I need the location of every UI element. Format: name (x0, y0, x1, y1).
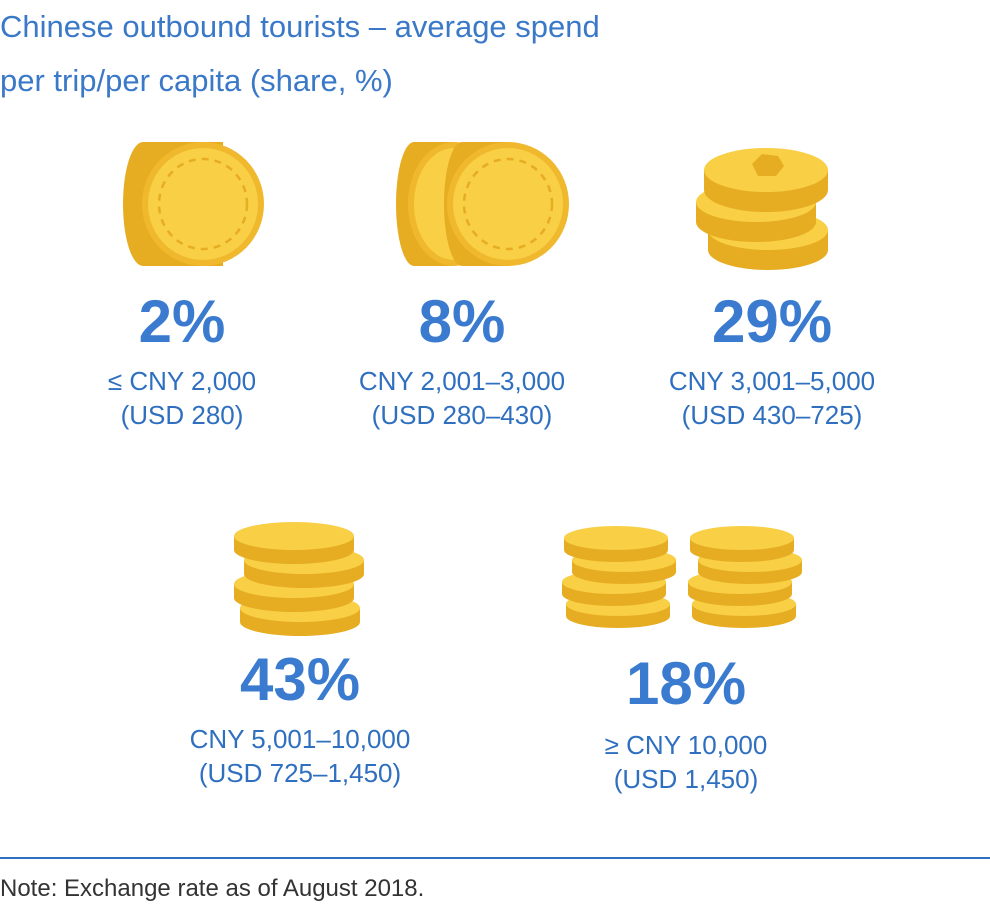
spend-range-label: CNY 5,001–10,000 (USD 725–1,450) (140, 722, 460, 790)
title-line-1: Chinese outbound tourists – average spen… (0, 9, 600, 44)
cny-range: CNY 3,001–5,000 (668, 366, 876, 396)
usd-range: (USD 1,450) (613, 764, 759, 794)
share-value: 18% (625, 650, 747, 717)
spend-range-label: CNY 2,001–3,000 (USD 280–430) (302, 364, 622, 432)
cny-range: ≥ CNY 10,000 (604, 730, 768, 760)
usd-range: (USD 430–725) (681, 400, 863, 430)
spend-item-5: 18% ≥ CNY 10,000 (USD 1,450) (526, 508, 846, 808)
two-coin-stacks-icon (562, 526, 802, 628)
cny-range: ≤ CNY 2,000 (107, 366, 257, 396)
spend-range-label: ≥ CNY 10,000 (USD 1,450) (526, 728, 846, 796)
three-coin-stack-icon (696, 148, 828, 270)
share-value: 43% (239, 646, 361, 713)
share-value: 29% (711, 288, 833, 355)
spend-range-label: CNY 3,001–5,000 (USD 430–725) (612, 364, 932, 432)
four-coin-stack-icon (234, 522, 364, 636)
two-coins-icon (396, 142, 569, 266)
spend-item-2: 8% CNY 2,001–3,000 (USD 280–430) (302, 130, 622, 450)
usd-range: (USD 280–430) (371, 400, 553, 430)
title-line-2: per trip/per capita (share, %) (0, 63, 393, 98)
share-value: 2% (138, 288, 226, 355)
spend-range-label: ≤ CNY 2,000 (USD 280) (22, 364, 342, 432)
footnote: Note: Exchange rate as of August 2018. (0, 875, 425, 902)
cny-range: CNY 5,001–10,000 (189, 724, 411, 754)
usd-range: (USD 725–1,450) (198, 758, 402, 788)
single-coin-icon (123, 142, 264, 266)
cny-range: CNY 2,001–3,000 (358, 366, 566, 396)
usd-range: (USD 280) (120, 400, 244, 430)
footer-divider (0, 857, 990, 859)
spend-item-1: 2% ≤ CNY 2,000 (USD 280) (22, 130, 342, 450)
spend-item-3: 29% CNY 3,001–5,000 (USD 430–725) (612, 130, 932, 450)
chart-title: Chinese outbound tourists – average spen… (0, 0, 800, 108)
spend-item-4: 43% CNY 5,001–10,000 (USD 725–1,450) (140, 508, 460, 808)
share-value: 8% (418, 288, 506, 355)
